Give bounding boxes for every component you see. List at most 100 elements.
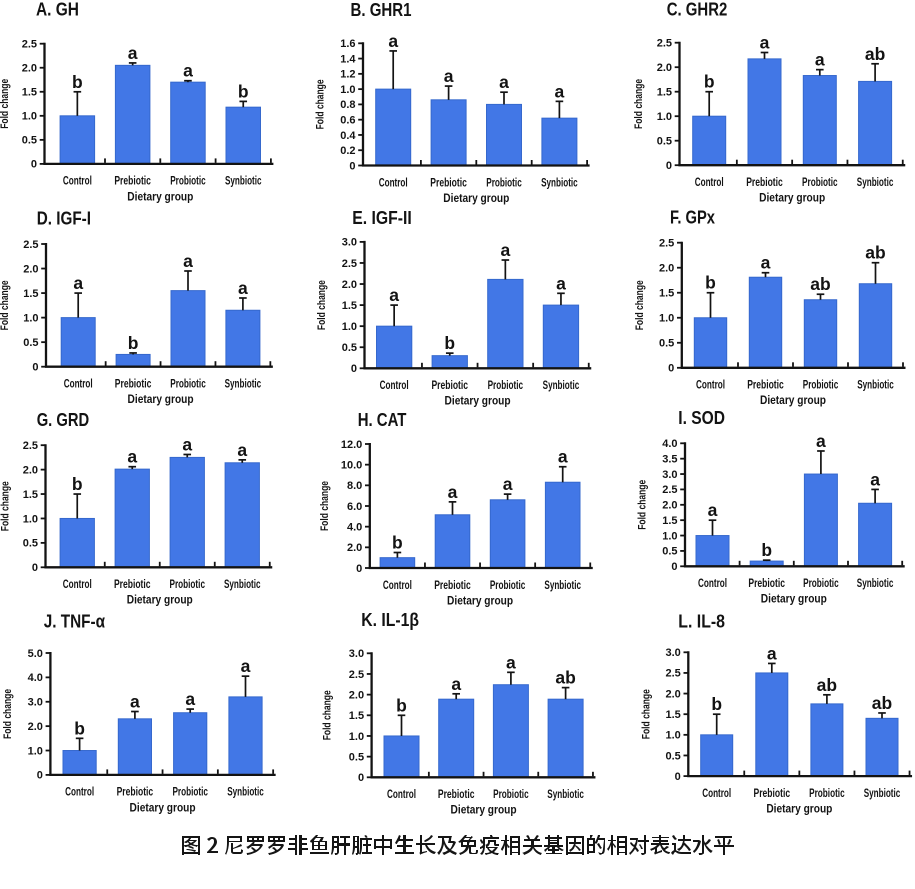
svg-text:2.5: 2.5 [23, 239, 38, 251]
svg-text:ab: ab [810, 274, 830, 294]
svg-text:ab: ab [872, 693, 892, 713]
svg-text:Fold change: Fold change [636, 480, 648, 530]
svg-text:a: a [241, 656, 251, 676]
svg-text:2.0: 2.0 [666, 688, 681, 700]
svg-text:Control: Control [64, 379, 93, 391]
svg-text:0.5: 0.5 [666, 750, 681, 762]
svg-text:0: 0 [37, 770, 43, 782]
svg-text:2.0: 2.0 [662, 500, 677, 512]
svg-text:2.5: 2.5 [666, 668, 681, 680]
svg-text:Control: Control [695, 177, 724, 189]
svg-text:3.0: 3.0 [28, 697, 43, 709]
svg-text:0: 0 [358, 772, 364, 784]
svg-text:1.2: 1.2 [340, 69, 355, 81]
svg-text:b: b [704, 72, 715, 92]
svg-text:2.5: 2.5 [349, 669, 364, 681]
svg-text:Prebiotic: Prebiotic [746, 177, 783, 189]
svg-text:b: b [74, 718, 85, 738]
svg-text:0: 0 [666, 160, 672, 172]
svg-text:Probiotic: Probiotic [172, 787, 208, 799]
svg-text:a: a [183, 251, 193, 271]
svg-text:b: b [444, 333, 455, 353]
svg-text:2.5: 2.5 [23, 440, 38, 452]
svg-text:1.5: 1.5 [659, 288, 674, 300]
svg-text:Dietary group: Dietary group [127, 189, 193, 203]
svg-text:Prebiotic: Prebiotic [114, 579, 151, 591]
svg-text:a: a [506, 652, 516, 672]
svg-text:Probiotic: Probiotic [490, 580, 526, 592]
svg-text:0: 0 [356, 563, 362, 575]
svg-text:Dietary group: Dietary group [130, 800, 196, 814]
svg-text:b: b [711, 694, 722, 714]
svg-text:a: a [127, 447, 137, 467]
svg-text:1.0: 1.0 [342, 321, 357, 333]
svg-text:2.5: 2.5 [662, 484, 677, 496]
svg-text:a: a [238, 278, 248, 298]
svg-text:a: a [870, 469, 880, 489]
svg-text:1.5: 1.5 [23, 489, 38, 501]
svg-text:b: b [705, 273, 716, 293]
svg-text:Fold change: Fold change [640, 689, 652, 739]
svg-text:A. GH: A. GH [36, 0, 79, 20]
svg-text:0: 0 [32, 362, 38, 374]
svg-text:Synbiotic: Synbiotic [543, 380, 580, 392]
svg-text:1.0: 1.0 [28, 745, 43, 757]
svg-text:H. CAT: H. CAT [358, 410, 407, 430]
svg-text:Synbiotic: Synbiotic [864, 788, 901, 800]
svg-text:Synbiotic: Synbiotic [857, 578, 894, 590]
svg-text:Probiotic: Probiotic [170, 379, 206, 391]
svg-text:1.4: 1.4 [340, 53, 356, 65]
svg-text:0.6: 0.6 [340, 114, 355, 126]
svg-text:1.5: 1.5 [666, 709, 681, 721]
svg-text:a: a [185, 689, 195, 709]
svg-text:1.0: 1.0 [662, 530, 677, 542]
svg-text:ab: ab [817, 675, 837, 695]
svg-text:1.5: 1.5 [662, 515, 677, 527]
svg-text:b: b [761, 540, 772, 560]
svg-text:E. IGF-II: E. IGF-II [352, 208, 412, 228]
svg-text:a: a [73, 273, 83, 293]
svg-text:1.5: 1.5 [349, 710, 364, 722]
svg-text:Synbiotic: Synbiotic [544, 580, 581, 592]
svg-text:b: b [72, 72, 83, 92]
svg-text:Fold change: Fold change [322, 690, 334, 740]
svg-text:1.0: 1.0 [23, 312, 38, 324]
svg-text:Synbiotic: Synbiotic [225, 379, 262, 391]
svg-text:Prebiotic: Prebiotic [117, 787, 154, 799]
svg-text:Probiotic: Probiotic [488, 380, 524, 392]
svg-text:F. GPx: F. GPx [670, 207, 715, 227]
svg-text:a: a [761, 253, 771, 273]
svg-text:3.0: 3.0 [662, 469, 677, 481]
svg-text:1.5: 1.5 [23, 288, 38, 300]
svg-text:2.0: 2.0 [342, 279, 357, 291]
svg-text:C. GHR2: C. GHR2 [667, 0, 728, 20]
svg-text:Probiotic: Probiotic [803, 578, 839, 590]
svg-text:2.5: 2.5 [657, 38, 672, 50]
svg-text:Synbiotic: Synbiotic [857, 380, 894, 392]
svg-text:0.5: 0.5 [657, 136, 672, 148]
svg-text:1.0: 1.0 [657, 111, 672, 123]
svg-text:1.0: 1.0 [23, 513, 38, 525]
svg-text:Prebiotic: Prebiotic [754, 788, 791, 800]
svg-text:3.0: 3.0 [666, 647, 681, 659]
svg-text:B. GHR1: B. GHR1 [351, 0, 412, 20]
svg-text:a: a [389, 285, 399, 305]
svg-text:Control: Control [696, 380, 725, 392]
svg-text:Prebiotic: Prebiotic [434, 580, 471, 592]
svg-text:2.0: 2.0 [657, 62, 672, 74]
svg-text:D. IGF-I: D. IGF-I [37, 209, 91, 229]
svg-text:1.5: 1.5 [657, 87, 672, 99]
svg-text:10.0: 10.0 [341, 459, 362, 471]
svg-text:3.5: 3.5 [662, 453, 677, 465]
svg-text:Dietary group: Dietary group [451, 803, 517, 817]
svg-text:b: b [128, 333, 139, 353]
svg-text:Fold change: Fold change [316, 280, 328, 330]
svg-text:2.0: 2.0 [23, 263, 38, 275]
svg-text:K. IL-1β: K. IL-1β [361, 610, 419, 630]
svg-text:Dietary group: Dietary group [447, 593, 513, 607]
svg-text:0.8: 0.8 [340, 99, 355, 111]
svg-text:Synbiotic: Synbiotic [225, 176, 262, 188]
svg-text:b: b [392, 533, 403, 553]
svg-text:1.5: 1.5 [342, 300, 357, 312]
svg-text:5.0: 5.0 [28, 648, 43, 660]
